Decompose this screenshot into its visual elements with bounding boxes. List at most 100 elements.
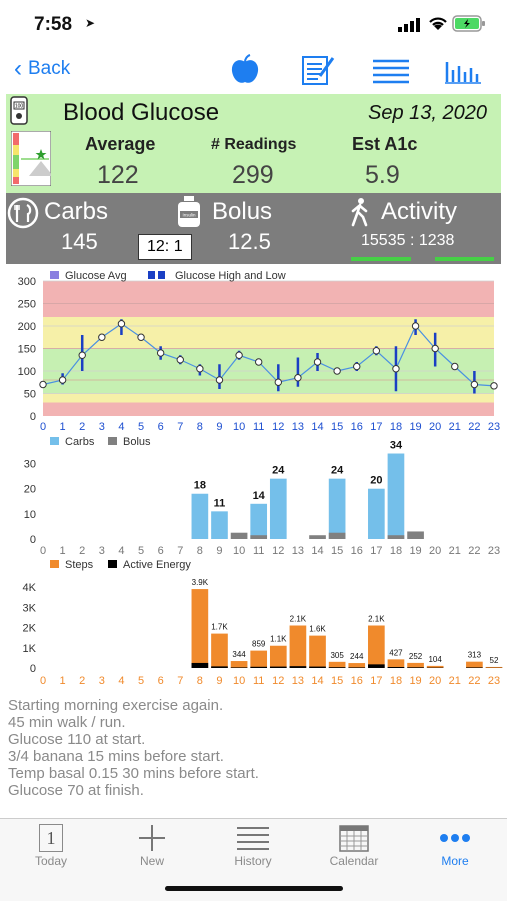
x-tick-label: 8 (197, 545, 203, 557)
list-view-icon[interactable] (372, 58, 410, 84)
y-tick-label: 30 (24, 459, 36, 471)
data-label: 2.1K (290, 615, 307, 624)
list-icon (236, 825, 270, 851)
note-line: 3/4 banana 15 mins before start. (8, 748, 259, 765)
time-indicator[interactable]: 12: 1 (138, 234, 192, 260)
y-tick-label: 20 (24, 484, 36, 496)
x-tick-label: 2 (79, 421, 85, 433)
steps-bar (309, 636, 326, 668)
y-tick-label: 200 (18, 321, 36, 333)
tab-today[interactable]: 1 Today (11, 824, 91, 868)
x-tick-label: 21 (449, 675, 461, 687)
glucose-point (79, 352, 85, 358)
x-tick-label: 13 (292, 545, 304, 557)
data-label: 244 (350, 652, 364, 661)
x-tick-label: 4 (118, 421, 124, 433)
note-line: Glucose 70 at finish. (8, 782, 259, 799)
glucose-point (295, 375, 301, 381)
x-tick-label: 1 (60, 545, 66, 557)
data-label: 427 (389, 648, 403, 657)
data-label: 52 (490, 656, 499, 665)
x-tick-label: 7 (177, 675, 183, 687)
bolus-value: 12.5 (228, 229, 271, 255)
y-tick-label: 0 (30, 411, 36, 423)
signal-icon (398, 18, 420, 32)
steps-progress-bar (351, 257, 411, 261)
active-energy-bar (231, 667, 248, 668)
x-tick-label: 10 (233, 545, 245, 557)
tab-new[interactable]: New (112, 824, 192, 868)
glucose-point (471, 381, 477, 387)
tab-more[interactable]: More (415, 824, 495, 868)
back-button[interactable]: ‹ Back (14, 58, 70, 80)
x-tick-label: 1 (60, 421, 66, 433)
x-tick-label: 18 (390, 545, 402, 557)
carbs-bar (368, 489, 385, 539)
legend-label: Glucose Avg (65, 270, 127, 282)
x-tick-label: 20 (429, 675, 441, 687)
y-tick-label: 250 (18, 299, 36, 311)
steps-bar (211, 634, 228, 668)
readings-value: 299 (232, 161, 274, 190)
notes-text[interactable]: Starting morning exercise again. 45 min … (8, 697, 259, 799)
x-tick-label: 19 (409, 545, 421, 557)
data-label: 24 (331, 465, 344, 477)
chevron-left-icon: ‹ (14, 60, 22, 78)
note-line: Glucose 110 at start. (8, 731, 259, 748)
y-tick-label: 10 (24, 509, 36, 521)
a1c-value: 5.9 (365, 161, 400, 190)
x-tick-label: 18 (390, 421, 402, 433)
x-tick-label: 17 (370, 421, 382, 433)
x-tick-label: 16 (351, 421, 363, 433)
active-energy-bar (250, 667, 267, 668)
x-tick-label: 0 (40, 675, 46, 687)
x-tick-label: 15 (331, 421, 343, 433)
y-tick-label: 3K (23, 602, 37, 614)
back-label: Back (28, 58, 70, 80)
bolus-bar (309, 535, 326, 539)
x-tick-label: 11 (253, 675, 264, 687)
x-tick-label: 14 (311, 675, 323, 687)
steps-bar (192, 589, 209, 668)
x-tick-label: 3 (99, 545, 105, 557)
legend-swatch (50, 437, 59, 445)
y-tick-label: 0 (30, 663, 36, 675)
plus-icon (137, 823, 167, 853)
active-energy-bar (309, 667, 326, 668)
steps-bar (231, 661, 248, 668)
tab-history[interactable]: History (213, 824, 293, 868)
carbs-bar (270, 479, 287, 539)
bar-chart-icon[interactable] (445, 58, 481, 84)
data-label: 14 (253, 490, 266, 502)
legend-swatch (50, 271, 59, 279)
x-tick-label: 3 (99, 421, 105, 433)
glucose-point (216, 377, 222, 383)
steps-bar (407, 663, 424, 668)
data-label: 18 (194, 480, 206, 492)
average-value: 122 (97, 161, 139, 190)
notepad-icon[interactable] (300, 54, 336, 86)
x-tick-label: 19 (409, 675, 421, 687)
activity-value: 15535 : 1238 (361, 232, 454, 250)
glucose-point (59, 377, 65, 383)
fork-knife-icon (7, 197, 39, 229)
tab-label: History (234, 854, 271, 868)
carbs-bar (192, 494, 209, 539)
steps-bar (466, 662, 483, 668)
calendar-grid-icon (339, 824, 369, 852)
x-tick-label: 10 (233, 421, 245, 433)
x-tick-label: 4 (118, 675, 124, 687)
x-tick-label: 23 (488, 545, 500, 557)
x-tick-label: 16 (351, 675, 363, 687)
tab-calendar[interactable]: Calendar (314, 824, 394, 868)
x-tick-label: 12 (272, 675, 284, 687)
range-gauge-icon (11, 131, 51, 186)
glucose-point (118, 321, 124, 327)
apple-icon[interactable] (228, 53, 262, 87)
x-tick-label: 10 (233, 675, 245, 687)
x-tick-label: 18 (390, 675, 402, 687)
bolus-bar (388, 535, 405, 539)
